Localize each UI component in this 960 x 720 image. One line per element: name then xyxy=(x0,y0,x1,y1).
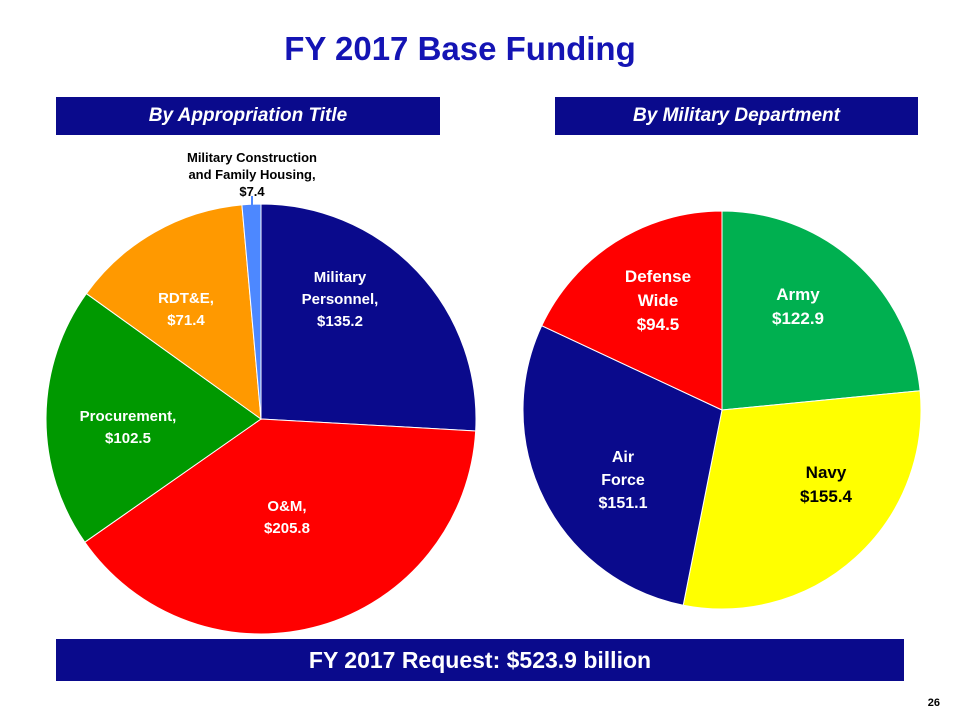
pie-slice-army xyxy=(721,210,921,411)
slice-label-rdtande: RDT&E, $71.4 xyxy=(158,290,214,329)
slice-label-navy: Navy $155.4 xyxy=(800,463,853,506)
slice-label-procurement: Procurement, $102.5 xyxy=(80,408,177,447)
slice-label-air-force: Air Force $151.1 xyxy=(599,449,648,512)
slice-label-defense-wide: Defense Wide $94.5 xyxy=(625,267,691,334)
total-request-banner: FY 2017 Request: $523.9 billion xyxy=(56,639,904,681)
slice-label-oandm: O&M, $205.8 xyxy=(264,498,310,537)
slice-label-army: Army $122.9 xyxy=(772,285,824,328)
pie-slice-defense-wide xyxy=(541,210,723,411)
pie-slice-military-personnel xyxy=(260,203,477,432)
page-title: FY 2017 Base Funding xyxy=(284,30,636,67)
pie-slice-rdtande xyxy=(85,204,262,421)
page-number: 26 xyxy=(927,697,940,709)
military-department-banner: By Military Department xyxy=(555,97,918,135)
appropriation-title-banner: By Appropriation Title xyxy=(56,97,440,135)
pie-slice-oandm xyxy=(84,418,477,635)
pie-slice-procurement xyxy=(45,292,262,543)
pie-slice-air-force xyxy=(522,325,723,606)
slice-label-military-personnel: Military Personnel, $135.2 xyxy=(302,269,379,330)
slice-label-military-construction-and-family-housing: Military Construction and Family Housing,… xyxy=(187,150,317,199)
pie-slice-navy xyxy=(682,390,922,610)
